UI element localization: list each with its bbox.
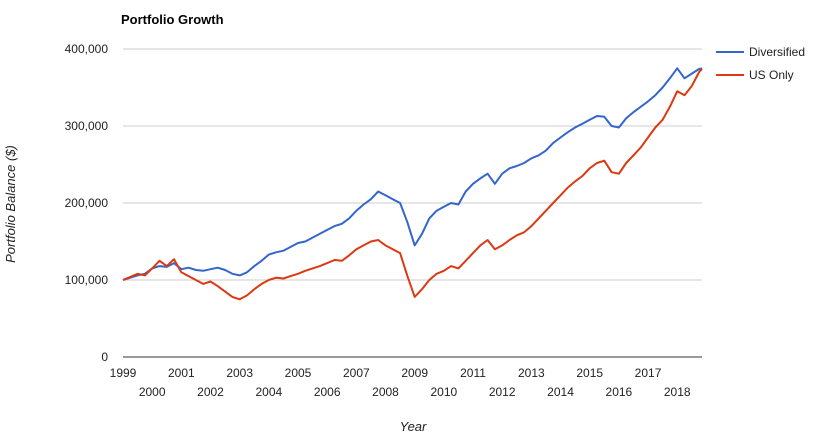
legend-label: Diversified [749,45,805,59]
x-tick-label: 2001 [168,366,195,380]
x-tick-label: 2013 [518,366,545,380]
y-axis-label: Portfolio Balance ($) [3,145,18,263]
x-tick-label: 2015 [576,366,603,380]
x-tick-label: 2008 [372,385,399,399]
x-tick-label: 2004 [255,385,282,399]
legend: Diversified US Only [716,45,805,82]
grid-lines [123,48,702,358]
series-lines [122,67,703,301]
y-tick-label: 400,000 [65,42,109,56]
series-line-diversified [122,67,703,281]
x-axis-label: Year [400,419,427,434]
x-tick-label: 1999 [110,366,137,380]
y-tick-label: 100,000 [65,273,109,287]
x-tick-label: 2003 [226,366,253,380]
x-tick-label: 2006 [314,385,341,399]
x-tick-label: 2000 [139,385,166,399]
chart-title: Portfolio Growth [121,12,224,27]
x-tick-label: 2009 [401,366,428,380]
y-axis-ticks: 0 100,000 200,000 300,000 400,000 [65,42,109,364]
y-tick-label: 0 [101,350,108,364]
legend-label: US Only [749,68,794,82]
x-tick-label: 2012 [489,385,516,399]
x-tick-label: 2014 [547,385,574,399]
x-tick-label: 2011 [460,366,486,380]
x-tick-label: 2007 [343,366,370,380]
y-tick-label: 300,000 [65,119,109,133]
x-tick-label: 2016 [606,385,633,399]
x-tick-label: 2017 [635,366,662,380]
x-tick-label: 2002 [197,385,224,399]
x-axis-ticks: 1999200020012002200320042005200620072008… [110,366,691,399]
x-tick-label: 2005 [285,366,312,380]
x-tick-label: 2018 [664,385,691,399]
series-line-us-only [122,68,703,301]
x-tick-label: 2010 [431,385,458,399]
y-tick-label: 200,000 [65,196,109,210]
